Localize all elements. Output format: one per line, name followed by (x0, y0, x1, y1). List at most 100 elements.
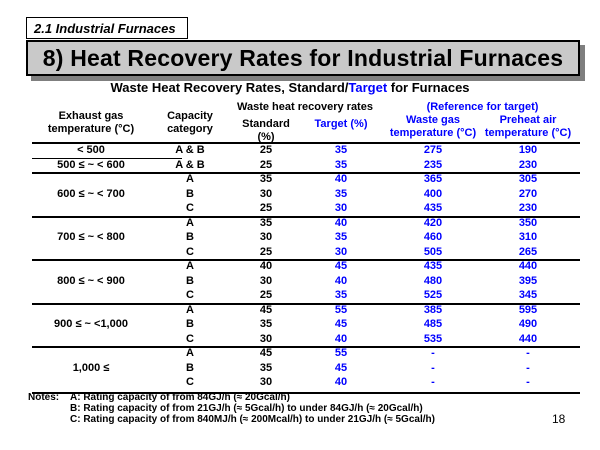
standard-cell: 45 (259, 347, 273, 359)
target-cell: 45 (334, 361, 348, 374)
preheat-cell: - (526, 361, 530, 374)
preheat-cell: 310 (518, 231, 538, 243)
preheat-cell: 350 (518, 216, 538, 229)
temperature-range-label: 700 ≤ ~ < 800 (57, 231, 125, 244)
standard-cell: 25 (259, 144, 273, 156)
standard-cell: 30 (259, 376, 273, 388)
capacity-cell: C (186, 202, 194, 214)
capacity-cell: A (186, 260, 194, 272)
header-target: Target (%) (314, 118, 368, 130)
capacity-cell: A (186, 303, 194, 316)
capacity-cell: B (186, 318, 194, 330)
group-divider (32, 346, 580, 348)
waste-gas-cell: - (431, 376, 435, 388)
waste-gas-cell: 435 (423, 260, 443, 272)
standard-cell: 25 (259, 245, 273, 258)
target-cell: 35 (334, 144, 348, 156)
target-cell: 35 (334, 187, 348, 200)
table-subtitle: Waste Heat Recovery Rates, Standard/Targ… (0, 80, 580, 95)
waste-gas-cell: 420 (423, 216, 443, 229)
preheat-cell: 490 (518, 318, 538, 330)
waste-gas-cell: 235 (423, 158, 443, 171)
capacity-cell: B (186, 187, 194, 200)
capacity-cell: B (186, 274, 194, 287)
header-exhaust: Exhaust gas temperature (°C) (47, 110, 135, 135)
target-cell: 40 (334, 216, 348, 229)
target-cell: 30 (334, 202, 348, 214)
page-number: 18 (552, 412, 566, 426)
preheat-cell: 595 (518, 303, 538, 316)
target-cell: 40 (334, 173, 348, 185)
waste-gas-cell: 365 (423, 173, 443, 185)
capacity-cell: B (186, 231, 194, 243)
temperature-range-label: 500 ≤ ~ < 600 (57, 158, 125, 171)
preheat-cell: 395 (518, 274, 538, 287)
standard-cell: 45 (259, 303, 273, 316)
section-tag: 2.1 Industrial Furnaces (26, 17, 188, 39)
group-divider (32, 172, 580, 174)
preheat-cell: - (526, 347, 530, 359)
target-cell: 55 (334, 303, 348, 316)
standard-cell: 30 (259, 231, 273, 243)
capacity-cell: A (186, 216, 194, 229)
temperature-range-label: 600 ≤ ~ < 700 (57, 187, 125, 200)
target-cell: 40 (334, 376, 348, 388)
waste-gas-cell: 385 (423, 303, 443, 316)
standard-cell: 35 (259, 216, 273, 229)
note-c: C: Rating capacity of from 840MJ/h (≈ 20… (70, 414, 435, 425)
waste-gas-cell: 480 (423, 274, 443, 287)
preheat-cell: 305 (518, 173, 538, 185)
temperature-range-label: 900 ≤ ~ <1,000 (54, 318, 128, 331)
subtitle-target: Target (348, 80, 388, 95)
standard-cell: 35 (259, 361, 273, 374)
notes-label: Notes: (28, 392, 60, 403)
header-standard: Standard (%) (242, 118, 290, 143)
waste-gas-cell: - (431, 361, 435, 374)
waste-gas-cell: 275 (423, 144, 443, 156)
note-b: B: Rating capacity of from 21GJ/h (≈ 5Gc… (70, 403, 423, 414)
header-recovery: Waste heat recovery rates (237, 101, 373, 113)
target-cell: 45 (334, 318, 348, 330)
preheat-cell: 230 (518, 158, 538, 171)
preheat-cell: 440 (518, 260, 538, 272)
header-waste-gas: Waste gas temperature (°C) (389, 114, 477, 139)
target-cell: 55 (334, 347, 348, 359)
capacity-cell: A & B (175, 158, 205, 171)
target-cell: 45 (334, 260, 348, 272)
preheat-cell: 345 (518, 289, 538, 301)
preheat-cell: 265 (518, 245, 538, 258)
target-cell: 40 (334, 332, 348, 345)
subtitle-part1: Waste Heat Recovery Rates, Standard/ (110, 80, 349, 95)
capacity-cell: C (186, 245, 194, 258)
standard-cell: 30 (259, 274, 273, 287)
waste-gas-cell: 485 (423, 318, 443, 330)
capacity-cell: C (186, 332, 194, 345)
group-divider (32, 302, 580, 305)
waste-gas-cell: 435 (423, 202, 443, 214)
temperature-range-label: 800 ≤ ~ < 900 (57, 274, 125, 287)
preheat-cell: 440 (518, 332, 538, 345)
standard-cell: 25 (259, 158, 273, 171)
preheat-cell: 230 (518, 202, 538, 214)
standard-cell: 35 (259, 318, 273, 330)
standard-cell: 40 (259, 260, 273, 272)
temperature-range-label: < 500 (77, 144, 105, 157)
standard-cell: 30 (259, 332, 273, 345)
capacity-cell: A (186, 347, 194, 359)
standard-cell: 25 (259, 202, 273, 214)
preheat-cell: 270 (518, 187, 538, 200)
capacity-cell: A (186, 173, 194, 185)
preheat-cell: - (526, 376, 530, 388)
header-divider (32, 142, 580, 144)
target-cell: 35 (334, 289, 348, 301)
note-a: A: Rating capacity of from 84GJ/h (≈ 20G… (70, 392, 290, 403)
header-preheat: Preheat air temperature (°C) (484, 114, 572, 139)
capacity-cell: A & B (175, 144, 205, 156)
table-bottom-line (32, 391, 580, 394)
waste-gas-cell: - (431, 347, 435, 359)
waste-gas-cell: 400 (423, 187, 443, 200)
waste-gas-cell: 505 (423, 245, 443, 258)
target-cell: 35 (334, 158, 348, 171)
waste-gas-cell: 535 (423, 332, 443, 345)
target-cell: 40 (334, 274, 348, 287)
